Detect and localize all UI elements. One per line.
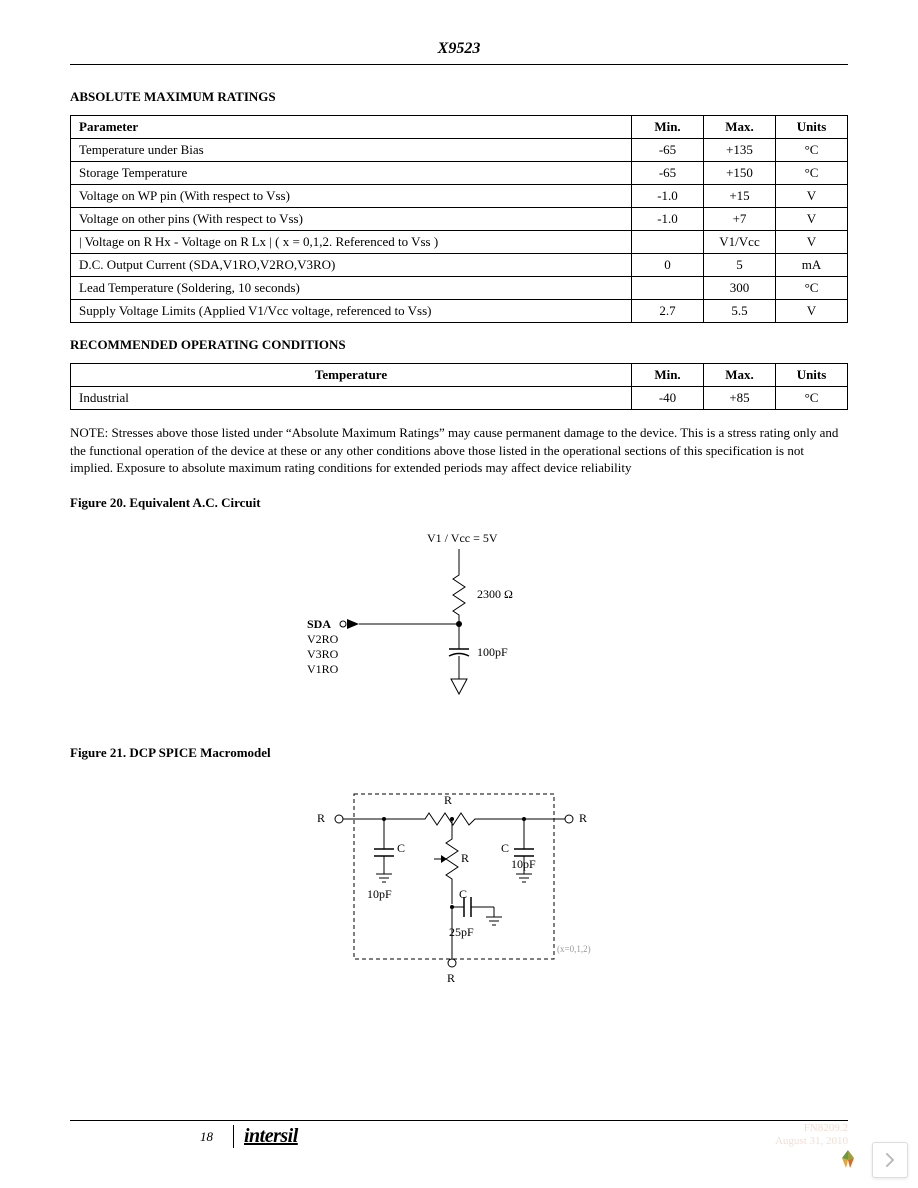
cell-min: -1.0 <box>632 185 704 208</box>
cell-units: V <box>776 231 848 254</box>
cell-max: +150 <box>704 162 776 185</box>
table-header-row: Parameter Min. Max. Units <box>71 116 848 139</box>
next-page-button[interactable] <box>872 1142 908 1178</box>
datasheet-page: X9523 ABSOLUTE MAXIMUM RATINGS Parameter… <box>0 0 918 1188</box>
col-units: Units <box>776 116 848 139</box>
cell-param: Storage Temperature <box>71 162 632 185</box>
footer-rule <box>70 1120 848 1121</box>
section-abs-max-title: ABSOLUTE MAXIMUM RATINGS <box>70 89 848 105</box>
cell-units: °C <box>776 277 848 300</box>
note-text: NOTE: Stresses above those listed under … <box>70 424 848 477</box>
cell-param: | Voltage on R Hx - Voltage on R Lx | ( … <box>71 231 632 254</box>
doc-number: FN8209.2 <box>775 1122 848 1135</box>
cell-max: +15 <box>704 185 776 208</box>
col-temperature: Temperature <box>71 364 632 387</box>
cell-min: -1.0 <box>632 208 704 231</box>
label-cl-val: 10pF <box>511 857 536 872</box>
label-v1ro: V1RO <box>307 662 338 677</box>
table-row: D.C. Output Current (SDA,V1RO,V2RO,V3RO)… <box>71 254 848 277</box>
cell-param: Industrial <box>71 387 632 410</box>
label-cl: C <box>501 841 509 856</box>
brand-logo: intersil <box>233 1125 298 1148</box>
cell-min: -65 <box>632 139 704 162</box>
table-row: Lead Temperature (Soldering, 10 seconds)… <box>71 277 848 300</box>
cell-min: 0 <box>632 254 704 277</box>
cell-max: +135 <box>704 139 776 162</box>
cell-max: 300 <box>704 277 776 300</box>
cell-min: 2.7 <box>632 300 704 323</box>
cell-param: Voltage on WP pin (With respect to Vss) <box>71 185 632 208</box>
cell-max: V1/Vcc <box>704 231 776 254</box>
page-footer: 18 intersil FN8209.2 August 31, 2010 <box>0 1120 918 1148</box>
cell-param: Voltage on other pins (With respect to V… <box>71 208 632 231</box>
table-row: Industrial-40+85°C <box>71 387 848 410</box>
footer-row: 18 intersil <box>70 1125 848 1148</box>
label-rtotal: R <box>444 793 452 808</box>
label-sda: SDA <box>307 617 331 632</box>
col-min: Min. <box>632 364 704 387</box>
col-max: Max. <box>704 116 776 139</box>
cell-units: °C <box>776 162 848 185</box>
label-rl: R <box>579 811 587 826</box>
label-ch-val: 10pF <box>367 887 392 902</box>
label-rh: R <box>317 811 325 826</box>
cell-units: °C <box>776 139 848 162</box>
macro-svg <box>309 779 609 989</box>
cell-units: °C <box>776 387 848 410</box>
label-ch: C <box>397 841 405 856</box>
label-v3ro: V3RO <box>307 647 338 662</box>
page-title: X9523 <box>70 40 848 64</box>
figure21-title: Figure 21. DCP SPICE Macromodel <box>70 745 848 761</box>
label-xnote: (x=0,1,2) <box>557 944 591 954</box>
label-vcc: V1 / Vcc = 5V <box>427 531 498 546</box>
cell-units: V <box>776 185 848 208</box>
rec-op-table: Temperature Min. Max. Units Industrial-4… <box>70 363 848 410</box>
section-rec-op-title: RECOMMENDED OPERATING CONDITIONS <box>70 337 848 353</box>
table-row: Storage Temperature-65+150°C <box>71 162 848 185</box>
col-parameter: Parameter <box>71 116 632 139</box>
table-row: | Voltage on R Hx - Voltage on R Lx | ( … <box>71 231 848 254</box>
table-row: Voltage on WP pin (With respect to Vss)-… <box>71 185 848 208</box>
circuit-svg <box>299 529 619 729</box>
viewer-logo-icon <box>830 1142 866 1178</box>
label-c: 100pF <box>477 645 508 660</box>
page-number: 18 <box>200 1129 213 1145</box>
label-rw: R <box>461 851 469 866</box>
table-row: Temperature under Bias-65+135°C <box>71 139 848 162</box>
label-cw-val: 25pF <box>449 925 474 940</box>
cell-units: V <box>776 208 848 231</box>
label-cw: C <box>459 887 467 902</box>
abs-max-table: Parameter Min. Max. Units Temperature un… <box>70 115 848 323</box>
cell-min: -40 <box>632 387 704 410</box>
table-row: Supply Voltage Limits (Applied V1/Vcc vo… <box>71 300 848 323</box>
cell-max: 5.5 <box>704 300 776 323</box>
cell-units: mA <box>776 254 848 277</box>
figure20-circuit: V1 / Vcc = 5V 2300 Ω 100pF SDA V2RO V3RO… <box>299 529 619 729</box>
cell-min <box>632 277 704 300</box>
cell-max: +7 <box>704 208 776 231</box>
cell-min: -65 <box>632 162 704 185</box>
header-rule <box>70 64 848 65</box>
table-row: Voltage on other pins (With respect to V… <box>71 208 848 231</box>
cell-param: Temperature under Bias <box>71 139 632 162</box>
brand-text: intersil <box>244 1125 298 1147</box>
cell-min <box>632 231 704 254</box>
figure20-title: Figure 20. Equivalent A.C. Circuit <box>70 495 848 511</box>
cell-param: Lead Temperature (Soldering, 10 seconds) <box>71 277 632 300</box>
cell-max: 5 <box>704 254 776 277</box>
cell-param: D.C. Output Current (SDA,V1RO,V2RO,V3RO) <box>71 254 632 277</box>
label-r: 2300 Ω <box>477 587 513 602</box>
table-header-row: Temperature Min. Max. Units <box>71 364 848 387</box>
cell-units: V <box>776 300 848 323</box>
cell-max: +85 <box>704 387 776 410</box>
cell-param: Supply Voltage Limits (Applied V1/Vcc vo… <box>71 300 632 323</box>
figure21-circuit: R R R C 10pF R C 25pF C 10pF R (x=0,1,2) <box>309 779 609 989</box>
col-min: Min. <box>632 116 704 139</box>
col-units: Units <box>776 364 848 387</box>
label-rwiper: R <box>447 971 455 986</box>
chevron-right-icon <box>885 1153 895 1167</box>
label-v2ro: V2RO <box>307 632 338 647</box>
col-max: Max. <box>704 364 776 387</box>
